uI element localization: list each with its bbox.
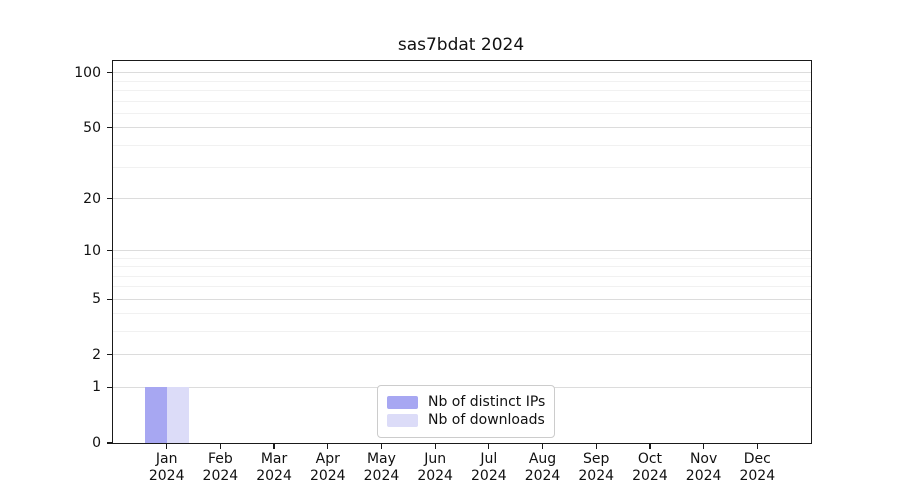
y-tick-mark [107,72,112,74]
legend-label: Nb of downloads [428,412,545,428]
bar [166,387,189,443]
minor-gridline [113,112,811,114]
y-tick-label: 2 [92,346,101,363]
minor-gridline [113,144,811,146]
x-tick-mark [541,444,544,449]
x-tick-label: Sep 2024 [578,451,615,484]
major-gridline [113,72,811,74]
y-tick-mark [107,127,112,129]
y-tick-mark [107,354,112,356]
minor-gridline [113,313,811,315]
y-tick-label: 5 [92,291,101,308]
x-tick-mark [166,444,168,449]
y-tick-mark [107,298,112,300]
x-tick-label: Jun 2024 [417,451,453,484]
y-tick-label: 1 [92,379,101,396]
legend-swatch-icon [387,414,418,427]
legend-swatch-icon [387,396,418,409]
x-tick-label: Jul 2024 [471,451,507,484]
x-tick-mark [327,444,329,449]
minor-gridline [113,100,811,102]
x-tick-mark [703,444,705,449]
x-tick-label: Nov 2024 [685,451,722,484]
x-tick-mark [219,444,221,449]
x-tick-label: Feb 2024 [202,451,239,484]
chart-title: sas7bdat 2024 [397,35,525,55]
legend-item: Nb of downloads [387,413,545,428]
x-tick-label: Mar 2024 [256,451,292,484]
major-gridline [113,198,811,200]
minor-gridline [113,167,811,169]
minor-gridline [113,266,811,268]
major-gridline [113,250,811,252]
minor-gridline [113,257,811,259]
minor-gridline [113,331,811,333]
major-gridline [113,127,811,129]
x-tick-mark [756,444,758,449]
y-tick-label: 50 [83,119,101,136]
y-tick-label: 100 [74,64,101,81]
x-tick-mark [649,444,651,449]
minor-gridline [113,275,811,277]
y-tick-mark [107,250,112,252]
x-tick-label: Jan 2024 [148,451,185,484]
y-tick-mark [107,198,112,200]
x-tick-label: Oct 2024 [632,451,668,484]
x-tick-mark [273,444,275,449]
legend-label: Nb of distinct IPs [428,394,546,410]
x-tick-mark [595,444,597,449]
x-tick-label: Aug 2024 [524,451,561,484]
minor-gridline [113,89,811,91]
minor-gridline [113,80,811,82]
y-tick-mark [107,442,112,444]
x-tick-label: Apr 2024 [309,451,346,484]
x-tick-mark [434,444,436,449]
x-tick-label: Dec 2024 [739,451,776,484]
y-tick-label: 0 [92,435,101,451]
plot-area: 0 1 2 5 10 20 50 100 Jan 2024 Feb 2024 Mar 2024 Apr… [74,60,812,484]
legend-item: Nb of distinct IPs [387,395,545,410]
legend: Nb of distinct IPs Nb of downloads [377,385,556,438]
y-tick-label: 10 [83,242,101,259]
major-gridline [113,298,811,300]
y-tick-label: 20 [83,190,101,207]
y-tick-mark [107,386,112,388]
minor-gridline [113,286,811,288]
bar [144,387,167,443]
major-gridline [113,354,811,356]
x-tick-label: May 2024 [363,451,400,484]
x-tick-mark [488,444,490,449]
x-tick-mark [380,444,383,449]
